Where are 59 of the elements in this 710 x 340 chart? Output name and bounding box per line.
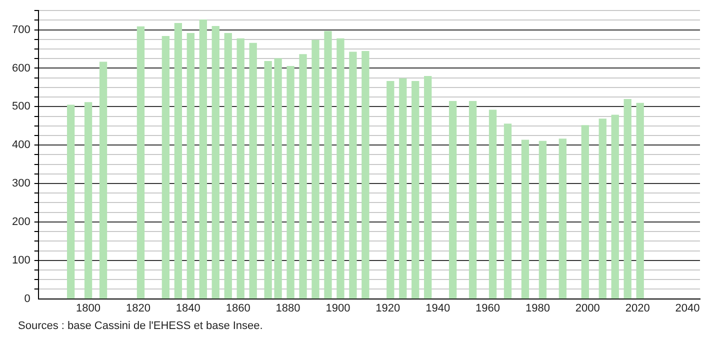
y-tick-label: 0 — [24, 292, 30, 305]
x-tick-label: 1920 — [376, 302, 400, 314]
bar — [286, 66, 294, 299]
bar — [611, 114, 619, 299]
y-tick-label: 700 — [12, 24, 30, 36]
bar — [212, 26, 220, 299]
bar — [199, 19, 207, 299]
y-tick-label: 300 — [12, 178, 30, 190]
x-tick-label: 1840 — [176, 302, 200, 314]
y-tick-label: 200 — [12, 216, 30, 228]
bar — [558, 138, 567, 299]
bar — [66, 104, 75, 299]
bar — [636, 102, 644, 299]
bar — [162, 36, 170, 299]
bar — [274, 58, 282, 299]
x-tick-label: 2040 — [675, 302, 700, 314]
bar — [264, 60, 272, 299]
bar — [504, 124, 512, 299]
bar — [521, 140, 530, 299]
bar — [399, 78, 407, 299]
x-tick-label: 1940 — [426, 302, 450, 314]
x-tick-label: 1960 — [476, 302, 500, 314]
x-tick-label: 1860 — [226, 302, 250, 314]
bar — [468, 100, 477, 299]
bar — [84, 102, 92, 299]
bar — [412, 80, 420, 299]
y-tick-label: 500 — [12, 100, 30, 113]
bar — [312, 40, 320, 299]
source-note: Sources : base Cassini de l'EHESS et base Insee. — [18, 320, 264, 332]
bar — [598, 118, 606, 299]
x-tick-label: 2020 — [625, 302, 650, 314]
bar — [349, 52, 357, 299]
bar — [224, 32, 232, 299]
bar — [624, 99, 632, 299]
bar — [581, 125, 589, 299]
y-tick-label: 400 — [12, 139, 30, 152]
bar — [424, 76, 432, 299]
x-tick-label: 1900 — [326, 302, 350, 314]
x-tick-label: 2000 — [575, 302, 600, 314]
bar — [336, 38, 344, 299]
x-tick-label: 1820 — [126, 302, 150, 314]
bar — [538, 140, 547, 299]
bar — [362, 51, 370, 299]
bar — [488, 110, 497, 299]
bar — [249, 42, 257, 299]
bar — [186, 32, 194, 299]
y-tick-label: 100 — [12, 254, 30, 266]
bar — [386, 80, 394, 299]
bar — [99, 62, 108, 299]
bar — [236, 38, 244, 299]
bar — [299, 54, 307, 299]
bar — [136, 26, 145, 299]
bar — [324, 31, 332, 299]
y-tick-label: 600 — [12, 62, 30, 74]
x-tick-label: 1980 — [525, 302, 550, 314]
x-tick-label: 1880 — [276, 302, 300, 314]
x-tick-label: 1800 — [76, 302, 101, 314]
bar — [174, 22, 182, 299]
bar — [448, 100, 457, 299]
